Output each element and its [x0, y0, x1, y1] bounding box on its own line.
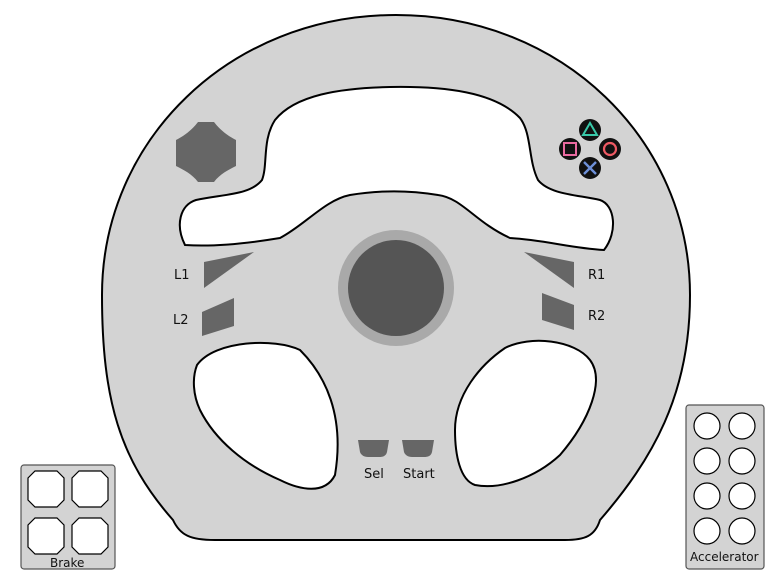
start-label: Start	[403, 467, 435, 482]
select-button[interactable]	[358, 440, 389, 457]
accelerator-pedal[interactable]	[685, 404, 765, 570]
triangle-icon[interactable]	[579, 119, 601, 141]
accelerator-label: Accelerator	[690, 550, 759, 564]
brake-label: Brake	[50, 556, 84, 570]
square-icon[interactable]	[559, 138, 581, 160]
l2-button[interactable]	[202, 298, 234, 336]
r2-button[interactable]	[542, 293, 574, 330]
r1-button[interactable]	[524, 252, 574, 288]
start-button[interactable]	[402, 440, 434, 457]
l2-label: L2	[173, 313, 189, 328]
l1-button[interactable]	[204, 252, 254, 288]
cross-icon[interactable]	[579, 157, 601, 179]
r1-label: R1	[588, 268, 605, 283]
hub-center	[348, 240, 444, 336]
brake-pedal[interactable]	[20, 464, 116, 570]
select-label: Sel	[364, 467, 384, 482]
r2-label: R2	[588, 309, 605, 324]
dpad-icon[interactable]	[176, 122, 236, 182]
l1-label: L1	[174, 268, 190, 283]
circle-icon[interactable]	[599, 138, 621, 160]
face-buttons	[559, 119, 621, 179]
